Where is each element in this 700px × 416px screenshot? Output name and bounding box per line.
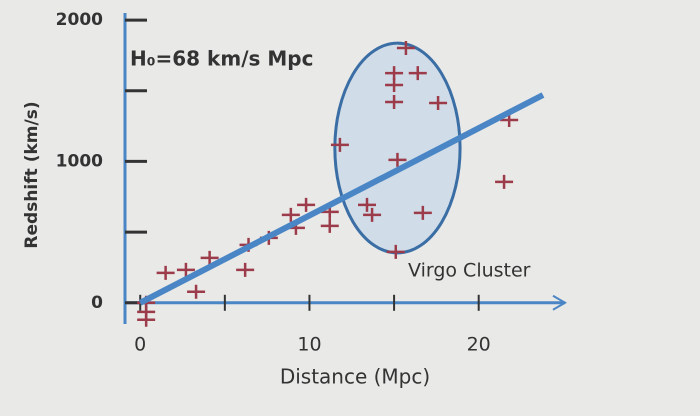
data-point (408, 66, 427, 81)
data-point (156, 265, 175, 280)
y-tick-label: 1000 (56, 151, 103, 171)
x-axis-arrow (552, 294, 567, 311)
data-point (330, 137, 349, 152)
point-cross (320, 218, 339, 233)
data-point (320, 218, 339, 233)
data-point (297, 197, 316, 212)
data-point (386, 244, 405, 259)
y-tick-label: 2000 (56, 10, 103, 30)
data-point (385, 95, 404, 110)
point-cross (388, 152, 407, 167)
point-cross (297, 197, 316, 212)
point-cross (330, 137, 349, 152)
point-cross (137, 312, 156, 327)
cluster-label: Virgo Cluster (408, 260, 531, 282)
point-cross (187, 284, 206, 299)
point-cross (408, 66, 427, 81)
data-point (413, 205, 432, 220)
point-cross (385, 66, 404, 81)
data-point (236, 262, 255, 277)
point-cross (363, 207, 382, 222)
point-cross (429, 96, 448, 111)
point-cross (495, 174, 514, 189)
x-tick-label: 10 (297, 333, 321, 355)
point-cross (413, 205, 432, 220)
data-point (137, 312, 156, 327)
data-point (363, 207, 382, 222)
point-cross (385, 95, 404, 110)
y-axis-title: Redshift (km/s) (22, 101, 42, 248)
data-point (200, 250, 219, 265)
point-cross (236, 262, 255, 277)
x-axis-title: Distance (Mpc) (280, 365, 430, 389)
data-point (385, 66, 404, 81)
data-point (495, 174, 514, 189)
fit-line (138, 92, 545, 306)
x-tick-label: 20 (467, 333, 491, 355)
data-point (388, 152, 407, 167)
data-point (396, 41, 415, 56)
point-cross (156, 265, 175, 280)
point-cross (281, 207, 300, 222)
point-cross (176, 262, 195, 277)
data-point (358, 197, 376, 212)
annotation: H₀=68 km/s Mpc (130, 47, 313, 71)
point-cross (396, 41, 415, 56)
point-cross (358, 197, 376, 212)
data-point (385, 77, 404, 92)
point-cross (385, 77, 404, 92)
point-cross (200, 250, 219, 265)
data-point (429, 96, 448, 111)
data-point (187, 284, 206, 299)
data-point (281, 207, 300, 222)
y-tick-label: 0 (91, 293, 103, 313)
data-point (176, 262, 195, 277)
point-cross (386, 244, 405, 259)
x-tick-label: 0 (134, 333, 146, 355)
